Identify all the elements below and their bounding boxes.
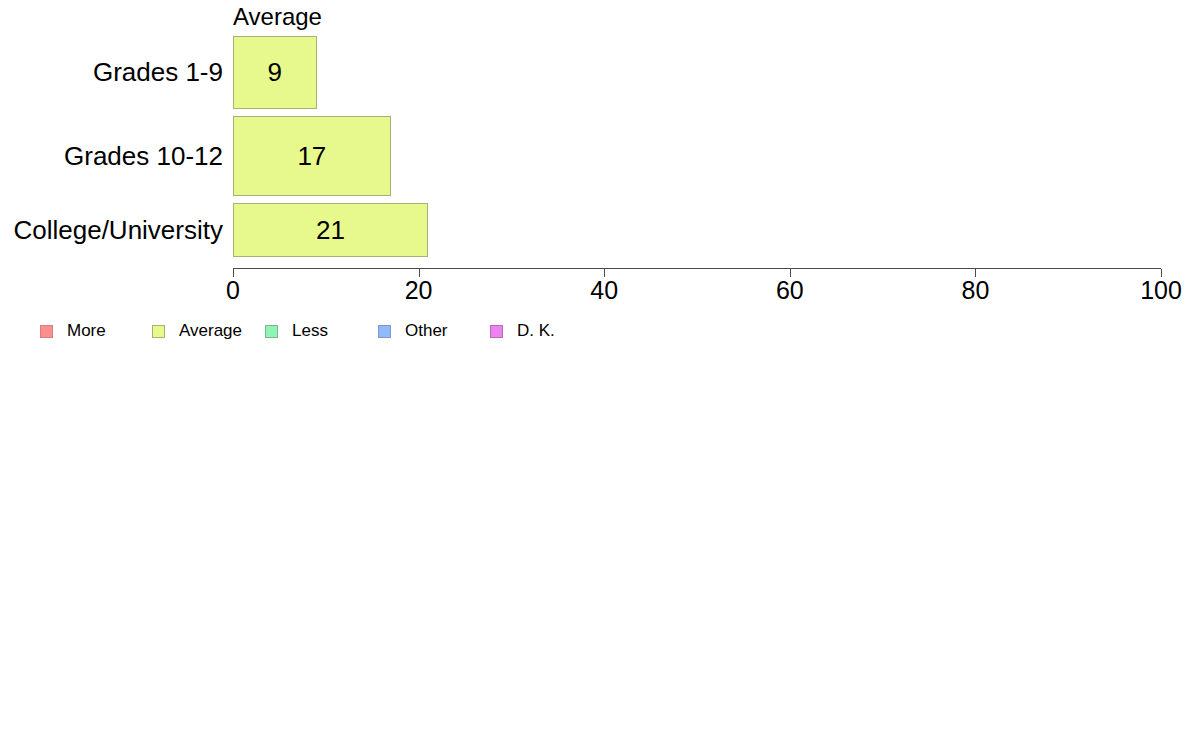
legend-label: Other: [405, 321, 448, 341]
legend-item: More: [40, 321, 106, 341]
x-axis-tick-label: 40: [590, 276, 618, 305]
legend-swatch-icon: [152, 325, 165, 338]
x-axis-tick-label: 100: [1140, 276, 1182, 305]
bar: 9: [233, 36, 317, 109]
legend-item: Other: [378, 321, 448, 341]
x-axis-tick-label: 0: [226, 276, 240, 305]
bar: 17: [233, 116, 391, 196]
x-axis-line: [233, 268, 1161, 269]
chart-title: Average: [233, 3, 322, 31]
bar-value-label: 17: [297, 141, 326, 172]
legend-item: Less: [265, 321, 328, 341]
category-label: Grades 1-9: [0, 36, 223, 109]
bar-value-label: 21: [316, 215, 345, 246]
legend-label: More: [67, 321, 106, 341]
category-label: College/University: [0, 203, 223, 257]
legend-label: Less: [292, 321, 328, 341]
bar-value-label: 9: [268, 57, 282, 88]
bar: 21: [233, 203, 428, 257]
x-axis-tick-label: 80: [961, 276, 989, 305]
legend-swatch-icon: [265, 325, 278, 338]
legend-label: D. K.: [517, 321, 555, 341]
legend-swatch-icon: [378, 325, 391, 338]
category-label: Grades 10-12: [0, 116, 223, 196]
legend-label: Average: [179, 321, 242, 341]
legend-swatch-icon: [490, 325, 503, 338]
legend-swatch-icon: [40, 325, 53, 338]
legend-item: Average: [152, 321, 242, 341]
bar-chart: Average Grades 1-9Grades 10-12 College/Un…: [0, 0, 1188, 736]
legend-item: D. K.: [490, 321, 555, 341]
x-axis-tick-label: 20: [405, 276, 433, 305]
x-axis-tick-label: 60: [776, 276, 804, 305]
